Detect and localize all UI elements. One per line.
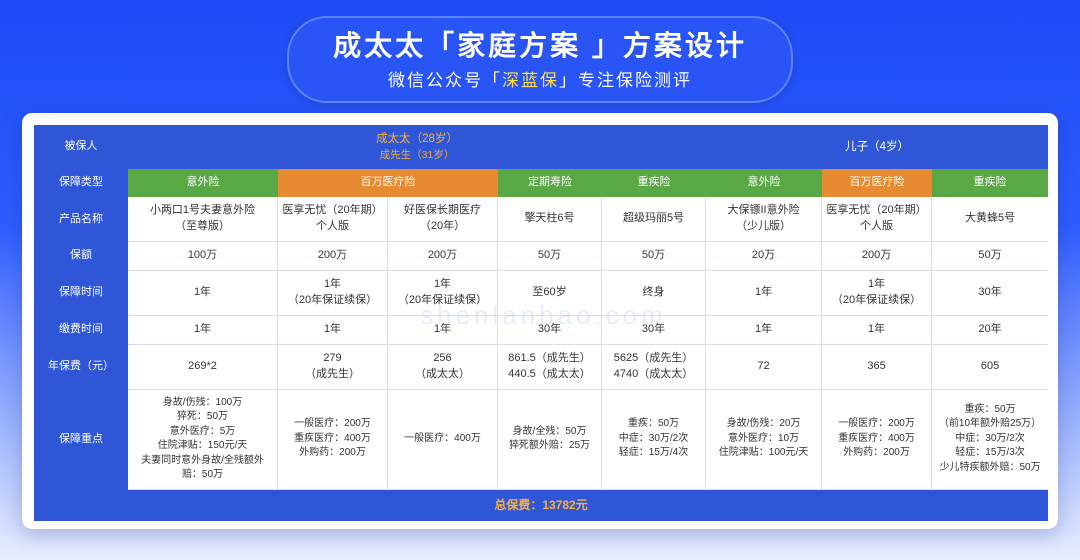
header: 成太太「家庭方案 」方案设计 微信公众号「深蓝保」专注保险测评 xyxy=(22,16,1058,103)
type-c6: 意外险 xyxy=(706,169,822,197)
row-annual: 年保费（元） 269*2 279（成先生） 256（成太太） 861.5（成先生… xyxy=(34,345,1048,390)
row-insured: 被保人 成太太（28岁） 成先生（31岁） 儿子（4岁） xyxy=(34,125,1048,169)
brand-name: 深蓝保 xyxy=(502,71,559,90)
row-amount: 保额 100万 200万 200万 50万 50万 20万 200万 50万 xyxy=(34,242,1048,271)
page-title: 成太太「家庭方案 」方案设计 xyxy=(333,24,747,64)
title-badge: 成太太「家庭方案 」方案设计 微信公众号「深蓝保」专注保险测评 xyxy=(287,16,793,103)
type-c5: 重疾险 xyxy=(602,169,706,197)
table-panel: 被保人 成太太（28岁） 成先生（31岁） 儿子（4岁） 保障类型 意外险 百万… xyxy=(22,113,1058,529)
row-total: 总保费：13782元 xyxy=(34,490,1048,521)
prod-c4: 擎天柱6号 xyxy=(498,197,602,242)
group-parents: 成太太（28岁） 成先生（31岁） xyxy=(128,125,706,169)
prod-c6: 大保镖II意外险（少儿版） xyxy=(706,197,822,242)
prod-c7: 医享无忧（20年期）个人版 xyxy=(822,197,932,242)
row-duration: 保障时间 1年 1年（20年保证续保） 1年（20年保证续保） 至60岁 终身 … xyxy=(34,271,1048,316)
type-c8: 重疾险 xyxy=(932,169,1048,197)
page-subtitle: 微信公众号「深蓝保」专注保险测评 xyxy=(333,66,747,91)
group-child: 儿子（4岁） xyxy=(706,125,1048,169)
label-type: 保障类型 xyxy=(34,169,128,197)
insurance-table: 被保人 成太太（28岁） 成先生（31岁） 儿子（4岁） 保障类型 意外险 百万… xyxy=(34,125,1048,521)
total-premium: 总保费：13782元 xyxy=(34,490,1048,521)
row-focus: 保障重点 身故/伤残：100万猝死：50万意外医疗：5万住院津贴：150元/天夫… xyxy=(34,390,1048,490)
type-c1: 意外险 xyxy=(128,169,278,197)
prod-c1: 小两口1号夫妻意外险（至尊版） xyxy=(128,197,278,242)
row-type: 保障类型 意外险 百万医疗险 定期寿险 重疾险 意外险 百万医疗险 重疾险 xyxy=(34,169,1048,197)
row-paytime: 缴费时间 1年 1年 1年 30年 30年 1年 1年 20年 xyxy=(34,316,1048,345)
prod-c3: 好医保长期医疗（20年） xyxy=(388,197,498,242)
label-insured: 被保人 xyxy=(34,125,128,169)
type-c4: 定期寿险 xyxy=(498,169,602,197)
prod-c2: 医享无忧（20年期）个人版 xyxy=(278,197,388,242)
type-c2: 百万医疗险 xyxy=(278,169,498,197)
type-c7: 百万医疗险 xyxy=(822,169,932,197)
prod-c5: 超级玛丽5号 xyxy=(602,197,706,242)
row-product: 产品名称 小两口1号夫妻意外险（至尊版） 医享无忧（20年期）个人版 好医保长期… xyxy=(34,197,1048,242)
prod-c8: 大黄蜂5号 xyxy=(932,197,1048,242)
